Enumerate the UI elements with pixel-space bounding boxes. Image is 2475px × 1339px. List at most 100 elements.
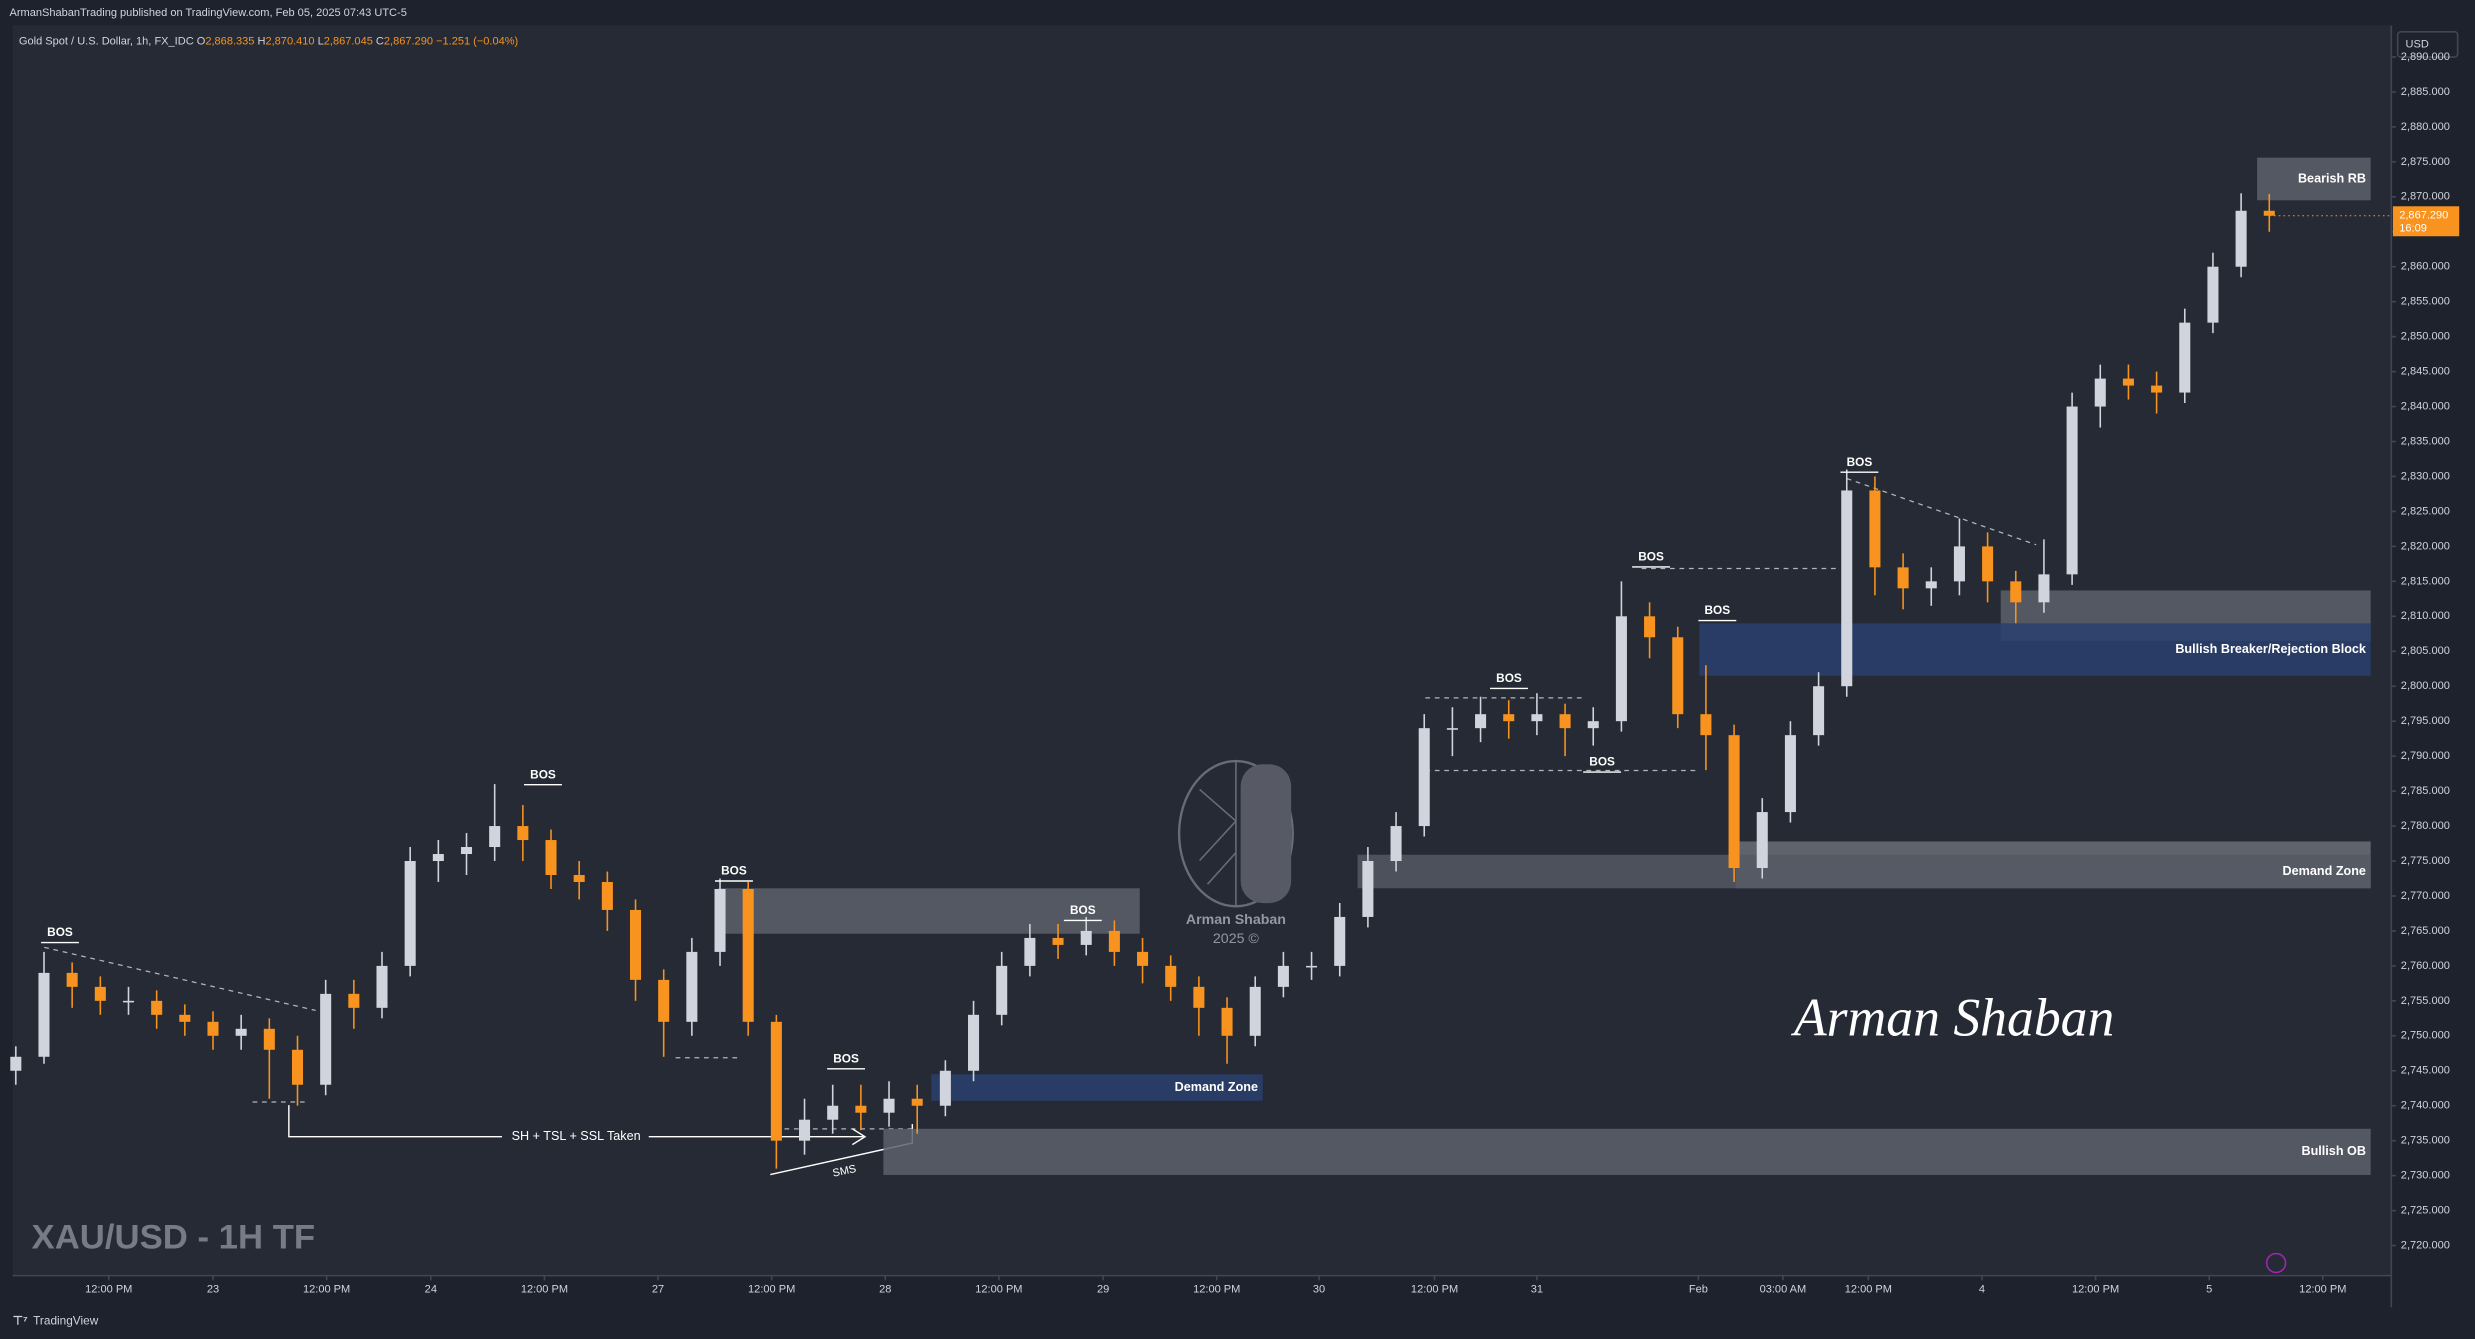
- zone-label: Bullish OB: [2301, 1144, 2365, 1158]
- candle: [2094, 364, 2106, 428]
- zone: [1699, 623, 2371, 676]
- bos-label: BOS: [721, 864, 747, 878]
- ohlc-value: 2,867.045: [324, 35, 373, 47]
- x-tick-label: 12:00 PM: [1193, 1284, 1240, 1296]
- brand: TradingView: [33, 1314, 99, 1328]
- candle: [1728, 724, 1740, 882]
- candle: [1869, 476, 1881, 596]
- candle: [658, 969, 670, 1057]
- candle: [94, 976, 106, 1015]
- y-tick-label: 2,785.000: [2401, 785, 2450, 797]
- y-tick-label: 2,755.000: [2401, 995, 2450, 1007]
- candle: [1559, 703, 1571, 757]
- chart-title: XAU/USD - 1H TF: [32, 1218, 316, 1256]
- candle-body: [1841, 490, 1853, 687]
- candle: [1587, 707, 1599, 746]
- change: −1.251 (−0.04%): [436, 35, 518, 47]
- x-tick-label: 12:00 PM: [521, 1284, 568, 1296]
- y-tick-label: 2,745.000: [2401, 1065, 2450, 1077]
- candle-body: [1277, 965, 1289, 987]
- bos-label: BOS: [1638, 550, 1664, 564]
- x-tick-label: 4: [1979, 1284, 1985, 1296]
- candle-body: [320, 993, 332, 1085]
- candle-body: [404, 861, 416, 966]
- candle-body: [1953, 546, 1965, 582]
- candle-body: [742, 888, 754, 1022]
- candle-body: [1193, 986, 1205, 1008]
- candle: [1306, 951, 1318, 980]
- x-tick-label: 27: [652, 1284, 664, 1296]
- candle: [939, 1060, 951, 1117]
- watermark-name: Arman Shaban: [1186, 912, 1286, 928]
- annotation: SMS: [832, 1163, 858, 1180]
- candle-body: [573, 874, 585, 882]
- currency-box: [2396, 31, 2459, 58]
- currency: USD: [2406, 38, 2429, 50]
- candle: [742, 881, 754, 1036]
- candle: [1024, 923, 1036, 977]
- candle-body: [686, 951, 698, 1022]
- candle: [2263, 193, 2275, 232]
- ohlc-key: C: [376, 35, 384, 47]
- candle: [1193, 976, 1205, 1036]
- candle: [2038, 539, 2050, 613]
- candle-body: [883, 1098, 895, 1113]
- candle: [2179, 308, 2191, 404]
- y-tick-label: 2,840.000: [2401, 400, 2450, 412]
- candle-body: [151, 1000, 163, 1015]
- arrow-head: [851, 1128, 867, 1146]
- candle-body: [827, 1105, 839, 1120]
- candle-body: [2151, 385, 2163, 393]
- candle: [1390, 812, 1402, 872]
- y-tick-label: 2,815.000: [2401, 575, 2450, 587]
- candle: [686, 937, 698, 1036]
- bos-label: BOS: [833, 1052, 859, 1066]
- y-tick-label: 2,860.000: [2401, 261, 2450, 273]
- x-tick-label: 24: [425, 1284, 437, 1296]
- ohlc-value: 2,870.410: [265, 35, 314, 47]
- candle-body: [1700, 714, 1712, 736]
- watermark-logo: [1177, 759, 1294, 908]
- bos-label: BOS: [1705, 603, 1731, 617]
- x-tick-label: 12:00 PM: [1411, 1284, 1458, 1296]
- candle-body: [1418, 728, 1430, 827]
- candle-body: [1221, 1007, 1233, 1036]
- candle: [1672, 626, 1684, 729]
- candle-body: [1784, 735, 1796, 813]
- annotation: SH + TSL + SSL Taken: [512, 1129, 641, 1143]
- candle: [770, 1014, 782, 1169]
- event-icon[interactable]: [2265, 1252, 2287, 1274]
- candle-body: [2179, 322, 2191, 393]
- candle: [1700, 665, 1712, 771]
- y-tick-label: 2,740.000: [2401, 1100, 2450, 1112]
- candle-body: [629, 909, 642, 980]
- candle: [1531, 693, 1543, 736]
- bos-label: BOS: [1070, 903, 1096, 917]
- logo-fill: [1240, 764, 1292, 904]
- bos-label: BOS: [530, 767, 556, 781]
- zone-label: Bullish Breaker/Rejection Block: [2175, 642, 2367, 656]
- y-tick-label: 2,835.000: [2401, 435, 2450, 447]
- y-tick-label: 2,720.000: [2401, 1239, 2450, 1251]
- candle: [2151, 371, 2163, 414]
- candle-body: [1503, 714, 1515, 722]
- x-tick-label: 03:00 AM: [1760, 1284, 1807, 1296]
- candle-body: [1024, 937, 1036, 966]
- bos-label: BOS: [1589, 755, 1615, 769]
- x-tick-label: 5: [2206, 1284, 2212, 1296]
- candle-body: [1362, 861, 1374, 917]
- candle-body: [348, 993, 360, 1008]
- candle: [911, 1084, 923, 1134]
- y-tick-label: 2,735.000: [2401, 1135, 2450, 1147]
- y-tick-label: 2,775.000: [2401, 855, 2450, 867]
- candle-body: [1756, 812, 1768, 869]
- y-tick-label: 2,790.000: [2401, 750, 2450, 762]
- y-tick-label: 2,845.000: [2401, 366, 2450, 378]
- candle-body: [1672, 637, 1684, 715]
- candle: [207, 1011, 219, 1050]
- candle: [2010, 570, 2022, 624]
- candle-body: [2235, 210, 2247, 267]
- candle-body: [235, 1028, 247, 1036]
- zone: [883, 1128, 2371, 1175]
- candle: [489, 784, 501, 862]
